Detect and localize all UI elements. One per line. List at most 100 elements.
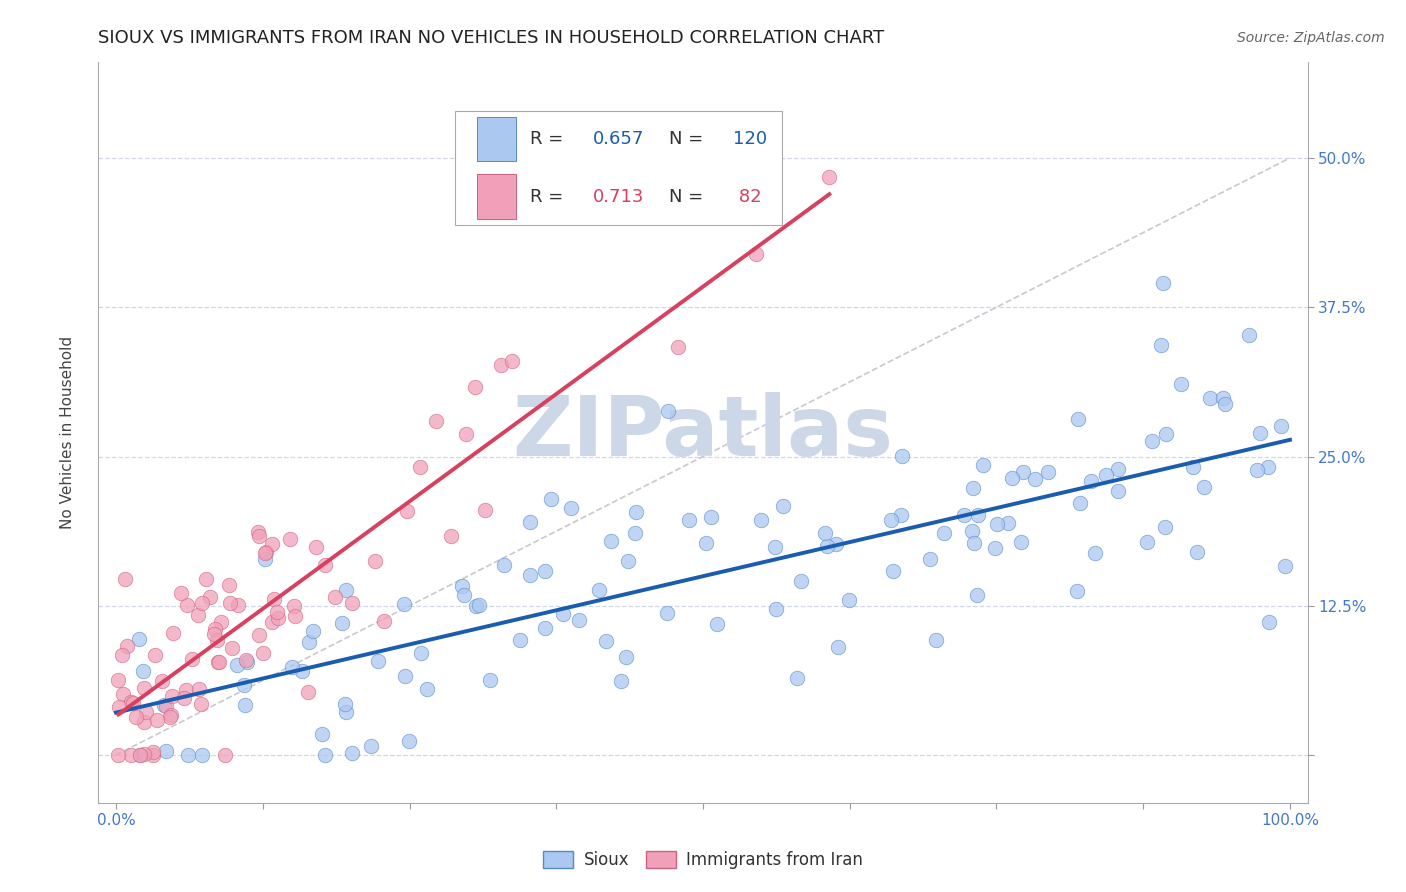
Point [1194, 479, 1216, 493]
Point [143, 648, 166, 662]
Point [1136, 534, 1159, 549]
Point [135, 705, 157, 719]
Point [695, 535, 717, 549]
Point [790, 574, 813, 589]
Point [153, 698, 176, 712]
Point [373, 614, 395, 628]
Point [1010, 534, 1032, 549]
Point [128, 747, 150, 762]
Point [489, 358, 512, 372]
Point [195, 572, 218, 586]
Point [599, 533, 621, 548]
Text: N =: N = [669, 187, 709, 206]
Point [204, 622, 226, 636]
Point [298, 635, 321, 649]
Point [191, 596, 214, 610]
Point [1011, 466, 1033, 480]
Point [122, 696, 145, 710]
Text: 0.657: 0.657 [593, 130, 644, 148]
Point [962, 481, 984, 495]
Point [225, 657, 247, 672]
Point [128, 632, 150, 647]
Point [425, 414, 447, 428]
Point [1170, 376, 1192, 391]
Point [174, 683, 197, 698]
Point [1001, 471, 1024, 485]
Text: 82: 82 [734, 187, 762, 206]
Point [494, 558, 516, 572]
Point [984, 541, 1007, 556]
Point [266, 605, 288, 619]
Point [333, 697, 356, 711]
Point [657, 404, 679, 418]
Point [765, 602, 787, 616]
Point [160, 689, 183, 703]
Point [1069, 496, 1091, 510]
Point [302, 624, 325, 639]
Point [416, 681, 439, 696]
Point [360, 739, 382, 754]
FancyBboxPatch shape [456, 111, 782, 226]
Legend: Sioux, Immigrants from Iran: Sioux, Immigrants from Iran [537, 845, 869, 876]
Point [117, 640, 139, 654]
Point [966, 508, 988, 523]
Point [468, 599, 491, 613]
Point [588, 582, 610, 597]
Point [330, 615, 353, 630]
Point [252, 646, 274, 660]
Point [170, 586, 193, 600]
Bar [477, 117, 516, 161]
Point [1185, 544, 1208, 558]
Point [262, 537, 284, 551]
Point [111, 687, 134, 701]
Point [925, 633, 948, 648]
Point [882, 564, 904, 578]
Point [540, 491, 562, 506]
Point [180, 652, 202, 666]
Point [474, 502, 496, 516]
Point [107, 747, 129, 762]
Point [247, 627, 270, 641]
Point [666, 340, 689, 354]
Point [626, 505, 648, 519]
Point [162, 626, 184, 640]
Point [509, 632, 531, 647]
Point [1067, 412, 1090, 426]
Text: ZIPatlas: ZIPatlas [513, 392, 893, 473]
Point [962, 524, 984, 539]
Point [595, 634, 617, 648]
Point [314, 558, 336, 573]
Point [207, 655, 229, 669]
Point [825, 537, 848, 551]
Point [263, 592, 285, 607]
Point [918, 551, 941, 566]
Point [190, 698, 212, 712]
Point [254, 545, 277, 559]
Point [392, 598, 415, 612]
Point [120, 747, 142, 762]
Point [173, 691, 195, 706]
Point [1270, 419, 1292, 434]
Point [132, 665, 155, 679]
Point [254, 546, 277, 560]
Point [129, 747, 152, 762]
Point [657, 606, 679, 620]
Point [281, 660, 304, 674]
Point [890, 508, 912, 522]
Point [152, 674, 174, 689]
Point [396, 504, 419, 518]
Point [1153, 520, 1175, 534]
Point [1066, 583, 1088, 598]
Point [202, 627, 225, 641]
Point [228, 599, 250, 613]
Text: R =: R = [530, 130, 569, 148]
Point [1107, 462, 1129, 476]
Point [134, 681, 156, 695]
Point [963, 536, 986, 550]
Point [409, 459, 432, 474]
Point [221, 640, 243, 655]
Point [451, 579, 474, 593]
Point [1156, 427, 1178, 442]
Point [233, 678, 256, 692]
Point [111, 648, 134, 662]
